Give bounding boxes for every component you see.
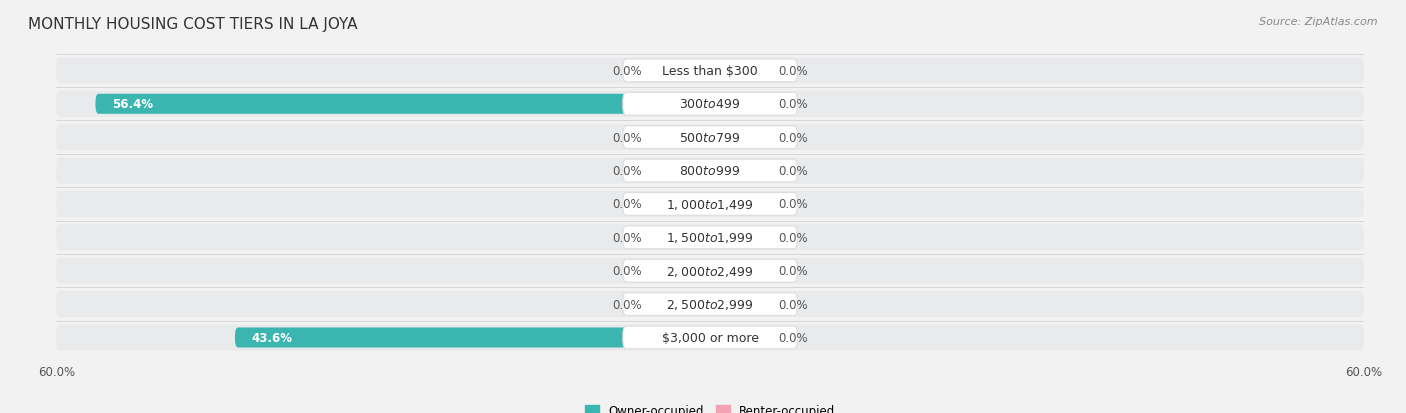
Text: 0.0%: 0.0% [779, 165, 808, 178]
FancyBboxPatch shape [650, 261, 710, 281]
Text: 43.6%: 43.6% [252, 331, 292, 344]
Text: $1,000 to $1,499: $1,000 to $1,499 [666, 197, 754, 211]
Text: $800 to $999: $800 to $999 [679, 165, 741, 178]
Text: 0.0%: 0.0% [612, 165, 641, 178]
Text: 0.0%: 0.0% [779, 98, 808, 111]
FancyBboxPatch shape [56, 291, 1364, 317]
FancyBboxPatch shape [710, 328, 770, 348]
FancyBboxPatch shape [710, 228, 770, 248]
FancyBboxPatch shape [623, 260, 797, 282]
FancyBboxPatch shape [56, 125, 1364, 151]
Text: 56.4%: 56.4% [112, 98, 153, 111]
FancyBboxPatch shape [650, 128, 710, 148]
FancyBboxPatch shape [710, 61, 770, 81]
FancyBboxPatch shape [96, 95, 710, 114]
FancyBboxPatch shape [650, 61, 710, 81]
Text: 0.0%: 0.0% [612, 198, 641, 211]
FancyBboxPatch shape [623, 226, 797, 249]
FancyBboxPatch shape [235, 328, 710, 348]
Text: 0.0%: 0.0% [612, 265, 641, 278]
Text: 0.0%: 0.0% [612, 298, 641, 311]
FancyBboxPatch shape [56, 192, 1364, 217]
FancyBboxPatch shape [623, 160, 797, 183]
FancyBboxPatch shape [650, 294, 710, 314]
Text: 0.0%: 0.0% [779, 298, 808, 311]
FancyBboxPatch shape [650, 195, 710, 214]
Text: $300 to $499: $300 to $499 [679, 98, 741, 111]
FancyBboxPatch shape [623, 126, 797, 149]
FancyBboxPatch shape [710, 261, 770, 281]
Text: 0.0%: 0.0% [779, 65, 808, 78]
FancyBboxPatch shape [623, 193, 797, 216]
FancyBboxPatch shape [56, 92, 1364, 118]
Text: MONTHLY HOUSING COST TIERS IN LA JOYA: MONTHLY HOUSING COST TIERS IN LA JOYA [28, 17, 357, 31]
Text: 0.0%: 0.0% [779, 231, 808, 244]
FancyBboxPatch shape [56, 325, 1364, 351]
Text: 0.0%: 0.0% [779, 131, 808, 144]
Text: $500 to $799: $500 to $799 [679, 131, 741, 144]
FancyBboxPatch shape [56, 225, 1364, 251]
FancyBboxPatch shape [710, 95, 770, 114]
FancyBboxPatch shape [710, 294, 770, 314]
FancyBboxPatch shape [623, 326, 797, 349]
Text: $2,000 to $2,499: $2,000 to $2,499 [666, 264, 754, 278]
Text: Less than $300: Less than $300 [662, 65, 758, 78]
FancyBboxPatch shape [650, 228, 710, 248]
FancyBboxPatch shape [56, 58, 1364, 84]
FancyBboxPatch shape [623, 60, 797, 83]
FancyBboxPatch shape [623, 293, 797, 316]
Text: 0.0%: 0.0% [779, 331, 808, 344]
FancyBboxPatch shape [56, 258, 1364, 284]
FancyBboxPatch shape [56, 158, 1364, 184]
Text: $2,500 to $2,999: $2,500 to $2,999 [666, 297, 754, 311]
FancyBboxPatch shape [710, 195, 770, 214]
Text: 0.0%: 0.0% [779, 198, 808, 211]
Text: 0.0%: 0.0% [612, 231, 641, 244]
FancyBboxPatch shape [710, 128, 770, 148]
FancyBboxPatch shape [623, 93, 797, 116]
Text: 0.0%: 0.0% [612, 65, 641, 78]
Text: 0.0%: 0.0% [779, 265, 808, 278]
Text: $1,500 to $1,999: $1,500 to $1,999 [666, 231, 754, 245]
Legend: Owner-occupied, Renter-occupied: Owner-occupied, Renter-occupied [579, 399, 841, 413]
FancyBboxPatch shape [650, 161, 710, 181]
Text: $3,000 or more: $3,000 or more [662, 331, 758, 344]
FancyBboxPatch shape [710, 161, 770, 181]
Text: 0.0%: 0.0% [612, 131, 641, 144]
Text: Source: ZipAtlas.com: Source: ZipAtlas.com [1260, 17, 1378, 26]
